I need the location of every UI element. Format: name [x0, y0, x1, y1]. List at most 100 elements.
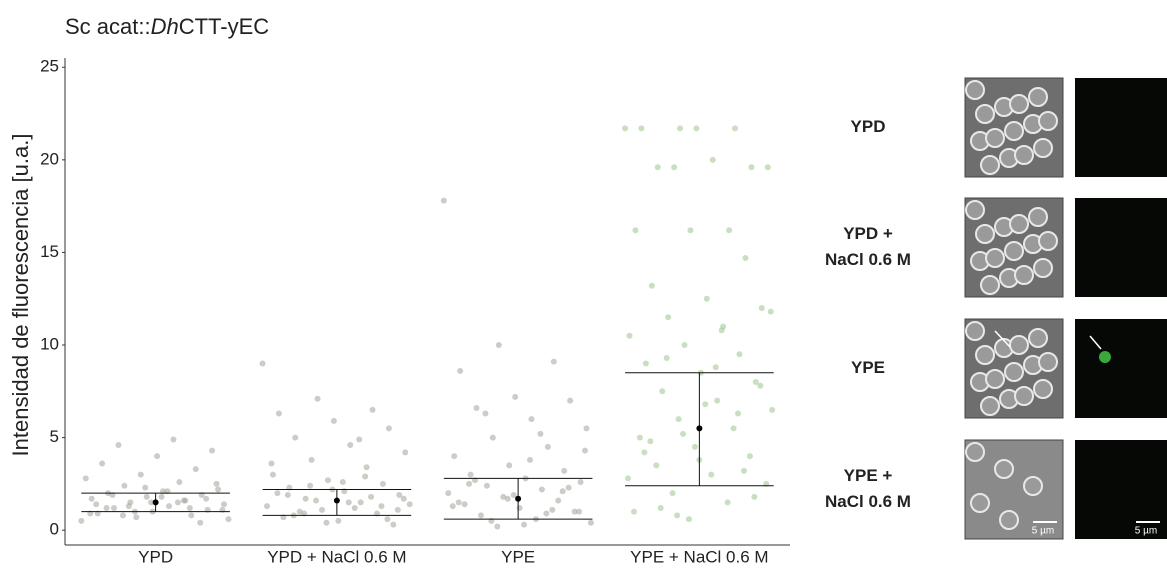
data-point — [495, 342, 502, 349]
data-point — [630, 508, 637, 515]
data-point — [543, 510, 550, 517]
data-point — [396, 492, 403, 499]
data-point — [648, 282, 655, 289]
data-point — [632, 227, 639, 234]
data-point — [142, 484, 149, 491]
data-point — [390, 521, 397, 528]
data-point — [330, 417, 337, 424]
data-point — [675, 416, 682, 423]
data-point — [506, 462, 513, 469]
data-point — [687, 227, 694, 234]
data-point — [740, 467, 747, 474]
title-suffix: CTT-yEC — [179, 14, 270, 39]
cell — [1004, 121, 1024, 141]
data-point — [302, 495, 309, 502]
x-tick-label: YPD + NaCl 0.6 M — [267, 547, 406, 566]
cell — [965, 200, 985, 220]
data-point — [538, 486, 545, 493]
data-point — [748, 164, 755, 171]
data-point — [622, 125, 629, 132]
data-point — [335, 517, 342, 524]
data-point — [647, 438, 654, 445]
x-tick-label: YPE + NaCl 0.6 M — [630, 547, 768, 566]
data-point — [767, 308, 774, 315]
data-point — [180, 497, 187, 504]
data-point — [284, 492, 291, 499]
data-point — [188, 512, 195, 519]
data-point — [674, 512, 681, 519]
data-point — [78, 517, 85, 524]
data-point — [125, 503, 132, 510]
data-point — [137, 471, 144, 478]
data-point — [324, 477, 331, 484]
data-point — [681, 342, 688, 349]
data-point — [215, 486, 222, 493]
arrow — [1089, 335, 1102, 350]
data-point — [119, 512, 126, 519]
panel-label: YPD — [851, 117, 886, 136]
data-point — [323, 519, 330, 526]
cell — [1009, 335, 1029, 355]
fluorescence-image — [1075, 78, 1167, 177]
data-point — [712, 364, 719, 371]
data-point — [636, 434, 643, 441]
data-point — [356, 436, 363, 443]
data-point — [362, 473, 369, 480]
image-panels: YPD YPD + NaCl 0.6 M YPE YPE + NaCl 0.6 M 5 µm… — [825, 77, 1167, 540]
data-point — [559, 488, 566, 495]
data-point — [449, 503, 456, 510]
data-point — [494, 523, 501, 530]
cell — [970, 493, 990, 513]
data-point — [702, 401, 709, 408]
data-point — [345, 499, 352, 506]
cell — [965, 442, 985, 462]
y-tick-label: 15 — [40, 242, 59, 261]
data-point — [192, 466, 199, 473]
data-point — [473, 404, 480, 411]
data-point — [677, 125, 684, 132]
data-point — [746, 453, 753, 460]
data-point — [708, 471, 715, 478]
cell — [975, 104, 995, 124]
panel-label: YPE + NaCl 0.6 M — [825, 466, 911, 511]
data-point — [516, 504, 523, 511]
data-point — [764, 164, 771, 171]
x-tick-label: YPD — [138, 547, 173, 566]
data-point — [577, 479, 584, 486]
data-point — [489, 434, 496, 441]
data-point — [718, 327, 725, 334]
data-point — [567, 397, 574, 404]
y-tick-label: 0 — [50, 520, 59, 539]
data-point — [307, 482, 314, 489]
mean-point — [333, 497, 340, 504]
data-point — [724, 499, 731, 506]
data-point — [642, 360, 649, 367]
cell — [1004, 241, 1024, 261]
data-point — [197, 519, 204, 526]
data-point — [158, 493, 165, 500]
arrow — [994, 330, 1011, 348]
data-point — [571, 508, 578, 515]
cell — [1028, 207, 1048, 227]
data-point — [143, 493, 150, 500]
cell — [1028, 328, 1048, 348]
data-point — [654, 164, 661, 171]
fluorescence-image — [1075, 319, 1167, 418]
data-point — [445, 490, 452, 497]
data-point — [751, 493, 758, 500]
cell — [1009, 94, 1029, 114]
data-point — [82, 475, 89, 482]
data-point — [735, 410, 742, 417]
data-point — [758, 304, 765, 311]
cell — [1038, 231, 1058, 251]
data-point — [561, 467, 568, 474]
y-tick-label: 5 — [50, 427, 59, 446]
data-point — [587, 519, 594, 526]
data-point — [544, 443, 551, 450]
data-point — [757, 382, 764, 389]
data-point — [154, 453, 161, 460]
data-point — [99, 460, 106, 467]
data-point — [385, 425, 392, 432]
data-point — [730, 425, 737, 432]
data-point — [451, 453, 458, 460]
